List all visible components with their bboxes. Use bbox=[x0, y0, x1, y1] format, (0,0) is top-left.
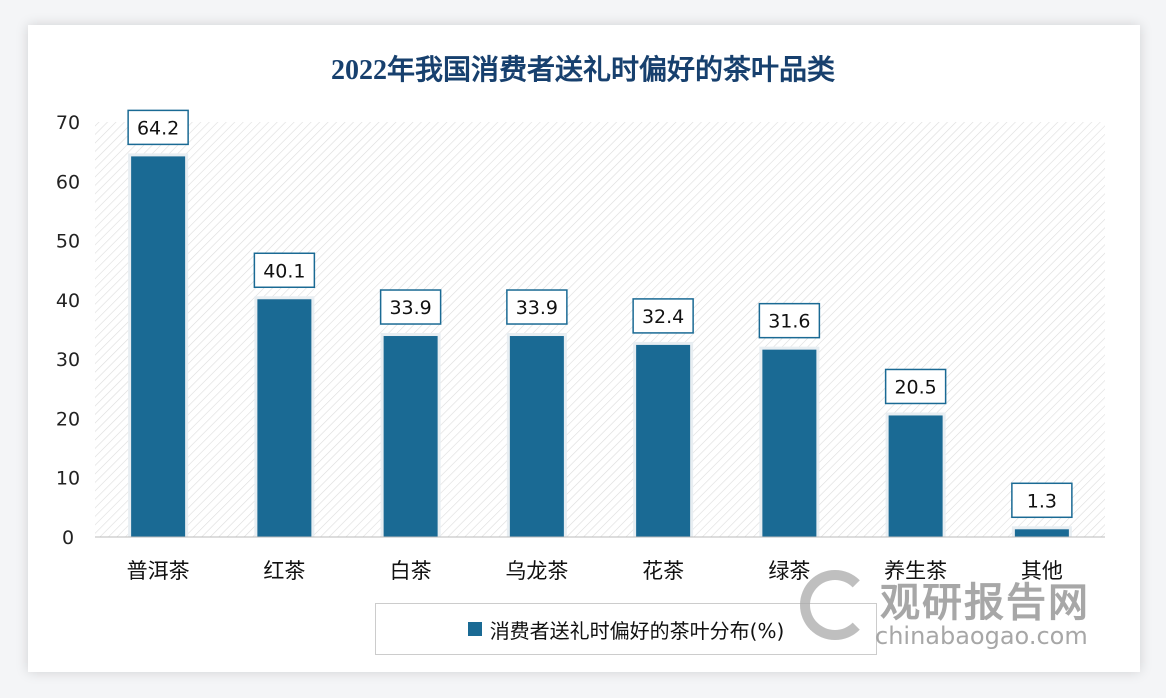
bar bbox=[888, 415, 943, 537]
x-tick-label: 红茶 bbox=[263, 559, 305, 583]
legend-label: 消费者送礼时偏好的茶叶分布(%) bbox=[489, 618, 785, 643]
bar bbox=[762, 349, 817, 537]
chart-title: 2022年我国消费者送礼时偏好的茶叶品类 bbox=[330, 55, 835, 86]
legend-swatch bbox=[467, 622, 482, 636]
data-label: 33.9 bbox=[389, 297, 431, 319]
y-tick-label: 0 bbox=[62, 527, 74, 549]
data-label-box bbox=[758, 302, 821, 339]
data-label-box bbox=[632, 298, 694, 334]
y-tick-label: 20 bbox=[56, 408, 80, 430]
legend: 消费者送礼时偏好的茶叶分布(%) bbox=[375, 603, 877, 655]
x-tick-label: 花茶 bbox=[642, 559, 684, 583]
data-label: 31.6 bbox=[768, 311, 810, 333]
x-tick-label: 其他 bbox=[1021, 559, 1063, 583]
data-label: 40.1 bbox=[263, 260, 305, 282]
data-label-box bbox=[127, 109, 189, 146]
bar bbox=[509, 336, 564, 537]
bar bbox=[131, 156, 186, 537]
bar bbox=[1014, 529, 1069, 537]
data-label: 1.3 bbox=[1027, 490, 1057, 512]
bar bbox=[636, 344, 691, 537]
y-tick-label: 70 bbox=[56, 112, 80, 134]
data-label-box bbox=[884, 368, 947, 405]
watermark-logo-icon bbox=[800, 570, 870, 640]
x-tick-label: 养生茶 bbox=[884, 559, 947, 583]
data-label-box bbox=[253, 252, 316, 289]
watermark-en: chinabaogao.com bbox=[875, 622, 1088, 650]
y-tick-label: 40 bbox=[56, 290, 80, 312]
watermark: 观研报告网 chinabaogao.com bbox=[800, 570, 1090, 650]
x-tick-label: 白茶 bbox=[390, 559, 432, 583]
data-label: 20.5 bbox=[894, 376, 936, 398]
x-tick-label: 乌龙茶 bbox=[505, 559, 568, 583]
y-tick-label: 30 bbox=[56, 349, 80, 371]
plot-background bbox=[95, 122, 1105, 537]
data-label: 64.2 bbox=[137, 117, 179, 139]
data-label-box bbox=[1011, 482, 1073, 519]
data-label: 33.9 bbox=[516, 297, 558, 319]
y-tick-label: 60 bbox=[56, 171, 80, 193]
data-label: 32.4 bbox=[642, 306, 684, 328]
data-label-box bbox=[506, 289, 568, 325]
y-tick-label: 50 bbox=[56, 231, 80, 253]
watermark-cn: 观研报告网 bbox=[880, 580, 1090, 626]
bar bbox=[383, 336, 438, 537]
y-tick-label: 10 bbox=[56, 468, 80, 490]
bar bbox=[257, 299, 312, 537]
data-label-box bbox=[379, 289, 442, 325]
x-tick-label: 绿茶 bbox=[768, 559, 810, 583]
x-tick-label: 普洱茶 bbox=[127, 559, 190, 583]
